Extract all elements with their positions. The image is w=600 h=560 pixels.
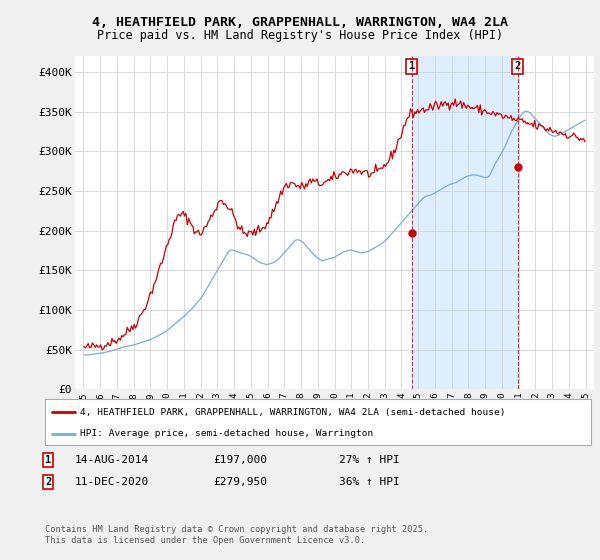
Text: 4, HEATHFIELD PARK, GRAPPENHALL, WARRINGTON, WA4 2LA (semi-detached house): 4, HEATHFIELD PARK, GRAPPENHALL, WARRING… [80, 408, 506, 417]
Text: 11-DEC-2020: 11-DEC-2020 [75, 477, 149, 487]
Text: Price paid vs. HM Land Registry's House Price Index (HPI): Price paid vs. HM Land Registry's House … [97, 29, 503, 42]
Text: 1: 1 [409, 61, 415, 71]
Text: £197,000: £197,000 [213, 455, 267, 465]
Text: 1: 1 [45, 455, 51, 465]
Text: 14-AUG-2014: 14-AUG-2014 [75, 455, 149, 465]
Bar [412, 56, 518, 389]
Text: HPI: Average price, semi-detached house, Warrington: HPI: Average price, semi-detached house,… [80, 429, 374, 438]
Text: 27% ↑ HPI: 27% ↑ HPI [339, 455, 400, 465]
Text: 2: 2 [45, 477, 51, 487]
Text: 4, HEATHFIELD PARK, GRAPPENHALL, WARRINGTON, WA4 2LA: 4, HEATHFIELD PARK, GRAPPENHALL, WARRING… [92, 16, 508, 29]
Text: 2: 2 [515, 61, 521, 71]
Text: £279,950: £279,950 [213, 477, 267, 487]
Text: 36% ↑ HPI: 36% ↑ HPI [339, 477, 400, 487]
Text: Contains HM Land Registry data © Crown copyright and database right 2025.
This d: Contains HM Land Registry data © Crown c… [45, 525, 428, 545]
